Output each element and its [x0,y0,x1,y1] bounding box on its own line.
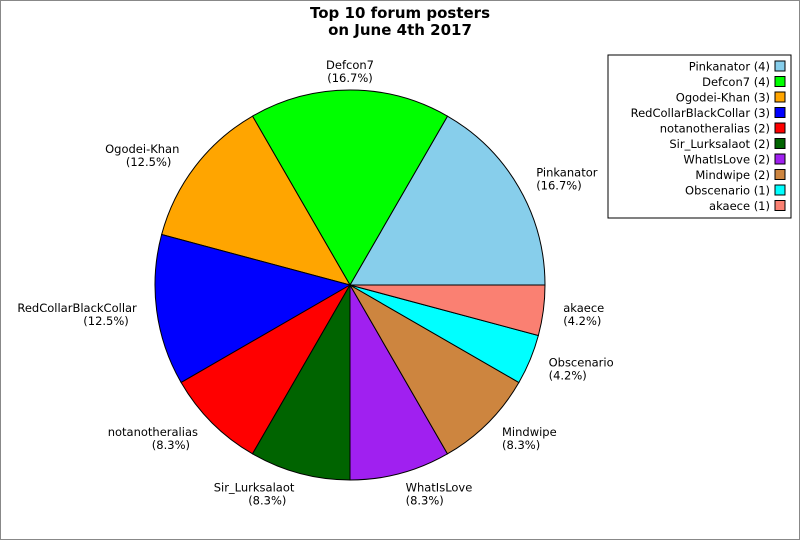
slice-label-sir-lurksalaot: Sir_Lurksalaot [214,481,295,495]
slice-label-redcollarblackcollar: RedCollarBlackCollar [17,301,137,315]
legend-label-obscenario: Obscenario (1) [685,184,770,198]
legend-label-mindwipe: Mindwipe (2) [695,168,770,182]
legend-swatch-pinkanator [774,60,786,72]
pie-slice-mindwipe [348,283,520,455]
slice-percent-sir-lurksalaot: (8.3%) [248,494,286,508]
pie-slice-ogodei-khan [161,115,352,286]
pie-slice-whatislove [349,283,449,481]
legend-swatch-obscenario [774,184,786,196]
slice-label-ogodei-khan: Ogodei-Khan [105,142,179,156]
legend-label-notanotheralias: notanotheralias (2) [660,122,770,136]
legend-swatch-sir-lurksalaot [774,138,786,149]
slice-percent-pinkanator: (16.7%) [536,179,582,193]
pie-slice-pinkanator [349,115,546,286]
slice-percent-defcon7: (16.7%) [327,71,373,85]
slice-percent-redcollarblackcollar: (12.5%) [83,314,129,328]
slice-label-whatislove: WhatIsLove [406,481,473,495]
legend-label-whatislove: WhatIsLove (2) [683,153,770,167]
slice-percent-mindwipe: (8.3%) [502,438,540,452]
legend-swatch-notanotheralias [774,122,786,134]
legend-label-redcollarblackcollar: RedCollarBlackCollar (3) [631,106,770,120]
pie-slice-redcollarblackcollar [154,233,352,384]
legend-swatch-ogodei-khan [774,91,786,103]
legend: Pinkanator (4)Defcon7 (4) Ogodei-Khan (3)… [607,54,792,219]
legend-label-akaece: akaece (1) [709,199,770,213]
legend-swatch-redcollarblackcollar [774,107,786,118]
pie-slice-notanotheralias [180,283,352,455]
slice-label-defcon7: Defcon7 [326,58,374,72]
slice-percent-notanotheralias: (8.3%) [152,438,190,452]
legend-label-pinkanator: Pinkanator (4) [689,60,770,74]
slice-percent-whatislove: (8.3%) [406,494,444,508]
slice-label-akaece: akaece [563,301,604,315]
legend-swatch-defcon7 [774,76,786,87]
slice-label-obscenario: Obscenario [549,355,614,369]
slice-percent-obscenario: (4.2%) [549,368,587,382]
slice-label-notanotheralias: notanotheralias [108,425,198,439]
slice-label-mindwipe: Mindwipe [502,425,557,439]
legend-swatch-akaece [774,200,786,211]
slice-label-pinkanator: Pinkanator [536,166,598,180]
slice-percent-ogodei-khan: (12.5%) [126,155,172,169]
slice-labels: Pinkanator(16.7%)Defcon7(16.7%)Ogodei-Kh… [17,58,613,508]
pie-slice-sir-lurksalaot [251,283,351,481]
legend-swatch-whatislove [774,153,786,165]
pie-slice-defcon7 [251,89,449,286]
legend-box [607,54,792,219]
legend-label-sir-lurksalaot: Sir_Lurksalaot (2) [669,137,770,151]
chart-title-line-1: Top 10 forum posters [310,4,490,22]
legend-swatch-mindwipe [774,169,786,180]
legend-label-ogodei-khan: Ogodei-Khan (3) [676,91,770,105]
legend-label-defcon7: Defcon7 (4) [702,75,770,89]
pie-slices [154,89,546,481]
pie-slice-akaece [349,284,546,337]
chart-title-line-2: on June 4th 2017 [328,21,472,39]
slice-percent-akaece: (4.2%) [563,314,601,328]
